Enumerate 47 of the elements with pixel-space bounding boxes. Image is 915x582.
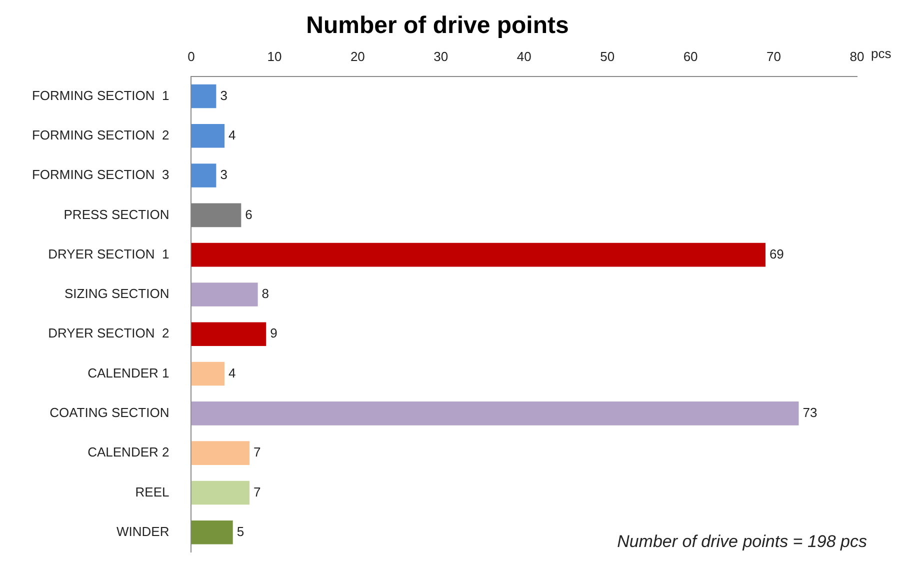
- bar: [191, 84, 216, 108]
- x-tick-label: 60: [683, 49, 698, 64]
- y-tick-label: WINDER: [116, 524, 170, 539]
- bar: [191, 164, 216, 188]
- x-tick-label: 30: [434, 49, 448, 64]
- x-tick-label: 10: [267, 49, 282, 64]
- data-label: 73: [802, 405, 818, 420]
- bar: [191, 322, 266, 346]
- y-tick-label: REEL: [135, 484, 170, 500]
- y-tick-label: FORMING SECTION 3: [32, 167, 170, 182]
- data-label: 6: [245, 206, 252, 222]
- x-tick-label: 40: [516, 49, 532, 64]
- data-label: 3: [220, 167, 228, 182]
- bar: [191, 402, 799, 426]
- bar: [191, 441, 250, 465]
- x-tick-label: 80: [850, 49, 864, 64]
- bar: [191, 124, 225, 148]
- y-tick-label: PRESS SECTION: [64, 206, 170, 222]
- bar: [191, 362, 225, 386]
- x-tick-label: 0: [188, 49, 195, 64]
- y-tick-label: COATING SECTION: [50, 405, 170, 420]
- annotation: Number of drive points = 198 pcs: [617, 532, 868, 551]
- bar: [191, 480, 250, 505]
- x-tick-label: 20: [350, 49, 365, 64]
- y-tick-label: CALENDER 1: [88, 365, 170, 380]
- data-label: 4: [228, 365, 236, 380]
- chart-title: Number of drive points: [306, 12, 569, 40]
- data-label: 7: [253, 484, 261, 500]
- x-tick-label: 50: [600, 49, 615, 64]
- y-tick-label: DRYER SECTION 1: [48, 246, 170, 262]
- bar: [191, 520, 233, 544]
- data-label: 3: [220, 88, 228, 103]
- y-tick-label: FORMING SECTION 2: [32, 127, 170, 142]
- x-axis-title: pcs: [871, 46, 892, 61]
- data-label: 9: [270, 326, 278, 341]
- data-label: 7: [253, 444, 261, 460]
- y-tick-label: SIZING SECTION: [64, 286, 170, 302]
- data-label: 8: [262, 286, 270, 302]
- bar: [191, 282, 258, 306]
- data-label: 69: [769, 246, 784, 262]
- y-tick-label: DRYER SECTION 2: [48, 326, 170, 341]
- data-label: 4: [228, 127, 236, 142]
- data-label: 5: [236, 524, 244, 539]
- bar: [191, 242, 766, 267]
- y-tick-label: CALENDER 2: [88, 444, 170, 460]
- x-tick-label: 70: [766, 49, 782, 64]
- y-tick-label: FORMING SECTION 1: [32, 88, 170, 103]
